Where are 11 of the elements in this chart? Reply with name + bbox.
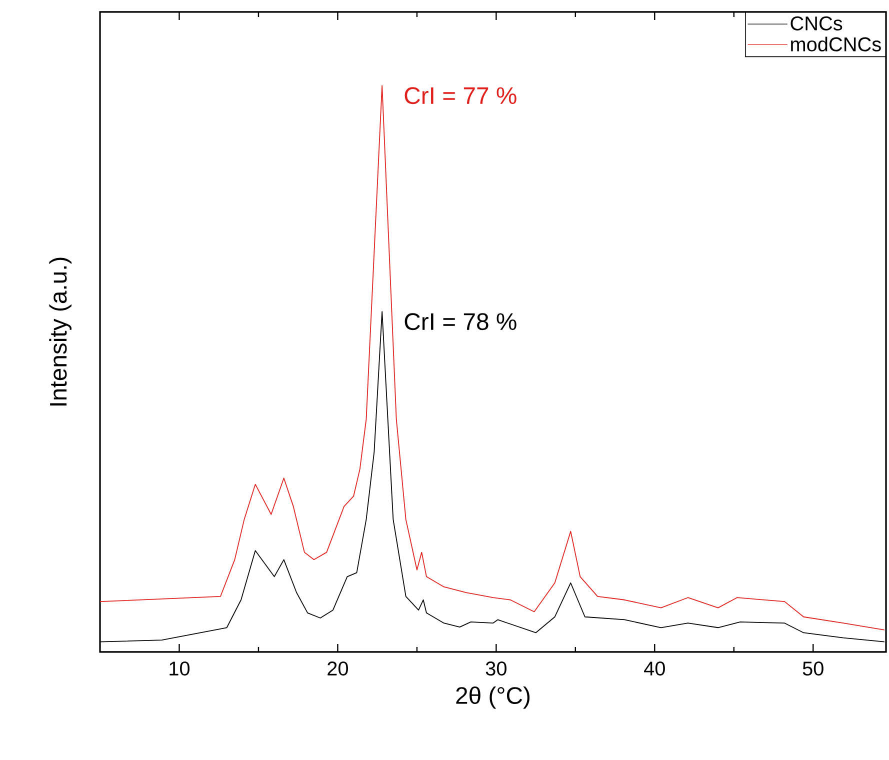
x-axis-title: 2θ (°C)	[456, 686, 530, 709]
legend-label: modCNCs	[791, 36, 881, 52]
x-tick-label: 10	[170, 662, 190, 676]
x-tick-label: 50	[802, 662, 824, 676]
y-axis-title: Intensity (a.u.)	[49, 258, 72, 406]
annotation: CrI = 78 %	[404, 313, 516, 330]
legend-label: CNCs	[790, 16, 842, 30]
x-tick-label: 30	[486, 662, 506, 676]
annotation: CrI = 77 %	[404, 87, 516, 104]
x-tick-label: 40	[644, 662, 665, 676]
x-tick-label: 20	[328, 662, 348, 676]
